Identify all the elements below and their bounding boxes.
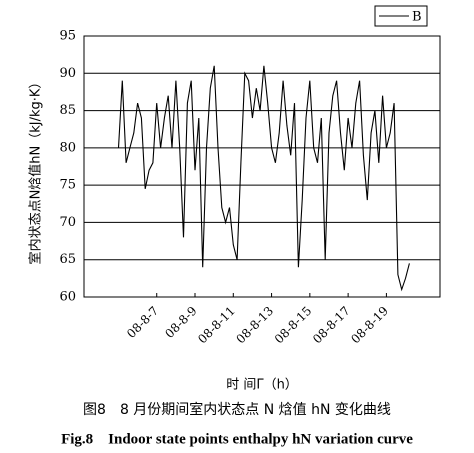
y-tick-label: 80 [59,140,76,155]
data-line [117,65,410,292]
x-tick-label: 08-8-11 [195,304,238,347]
legend-label: B [412,10,422,25]
caption-en: Fig.8 Indoor state points enthalpy hN va… [61,431,413,447]
x-tick-label: 08-8-9 [162,304,199,341]
x-tick-label: 08-8-15 [272,304,315,347]
plot-frame [83,35,441,298]
y-tick-label: 60 [59,290,76,305]
x-axis-label: 时 间Γ（h） [226,378,298,393]
x-tick-label: 08-8-19 [348,304,391,347]
x-tick-label: 08-8-17 [310,304,353,347]
y-tick-label: 65 [59,252,76,267]
y-tick-label: 70 [59,215,76,230]
y-tick-label: 85 [59,103,76,118]
x-tick-label: 08-8-7 [124,304,161,341]
x-tick-label: 08-8-13 [234,304,277,347]
y-tick-label: 90 [59,66,76,81]
y-tick-label: 75 [59,178,76,193]
caption: 图8 8 月份期间室内状态点 N 焓值 hN 变化曲线 [83,401,391,418]
y-axis-label: 室内状态点N焓值hN（kJ/kg·K） [28,76,44,265]
y-tick-label: 95 [59,29,76,44]
